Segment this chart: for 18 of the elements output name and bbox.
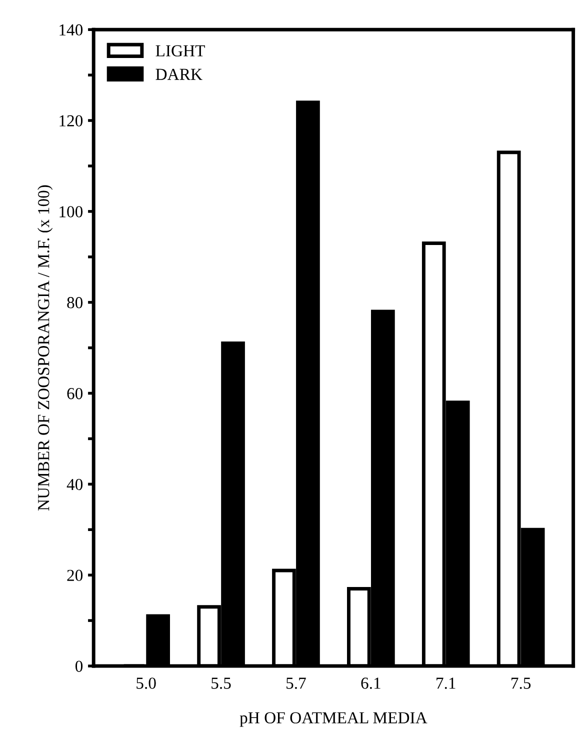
y-tick-label: 100 — [60, 206, 83, 218]
x-tick-label: 7.5 — [512, 678, 531, 689]
y-tick-label: 120 — [60, 115, 83, 126]
y-tick-label: 0 — [75, 660, 83, 672]
y-tick-label: 60 — [67, 388, 83, 400]
y-tick-label: 20 — [67, 570, 83, 582]
y-tick-label: 80 — [67, 297, 83, 308]
x-tick-label: 6.1 — [361, 678, 380, 689]
y-axis-title: NUMBER OF ZOOSPORANGIA / M.F. (x 100) — [38, 185, 53, 511]
x-tick-label: 7.1 — [436, 678, 456, 689]
y-tick-label: 40 — [66, 478, 83, 490]
y-tick-label: 140 — [60, 24, 83, 36]
x-tick-label: 5.0 — [136, 678, 156, 689]
x-axis-title: pH OF OATMEAL MEDIA — [240, 712, 428, 727]
x-tick-label: 5.7 — [286, 678, 306, 689]
legend-label: LIGHT — [156, 45, 205, 56]
legend-label: DARK — [156, 68, 202, 80]
x-tick-label: 5.5 — [212, 678, 231, 689]
